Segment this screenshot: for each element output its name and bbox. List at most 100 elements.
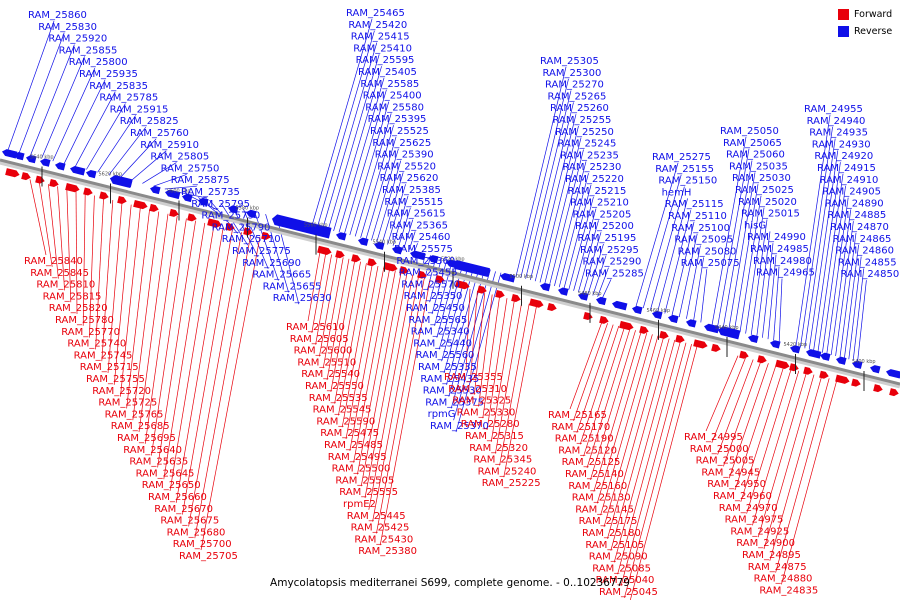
gene-label[interactable]: RAM_25755 [86, 374, 145, 385]
reverse-gene[interactable] [391, 245, 403, 255]
gene-label[interactable]: RAM_25440 [413, 338, 472, 349]
gene-label[interactable]: RAM_24875 [748, 562, 807, 573]
reverse-gene[interactable] [197, 197, 209, 207]
reverse-gene[interactable] [409, 250, 426, 261]
gene-label[interactable]: RAM_24835 [759, 585, 818, 596]
gene-label[interactable]: RAM_25105 [585, 540, 644, 551]
forward-gene[interactable] [207, 218, 222, 228]
reverse-gene[interactable] [335, 231, 347, 241]
gene-label[interactable]: RAM_25455 [399, 268, 458, 279]
gene-label[interactable]: RAM_24890 [825, 198, 884, 209]
reverse-gene[interactable] [885, 368, 900, 379]
gene-label[interactable]: RAM_25720 [92, 386, 151, 397]
reverse-gene[interactable] [539, 282, 551, 292]
gene-label[interactable]: RAM_25365 [389, 220, 448, 231]
gene-label[interactable]: RAM_25510 [297, 357, 356, 368]
gene-label[interactable]: RAM_25205 [573, 209, 632, 220]
gene-label[interactable]: RAM_24950 [707, 479, 766, 490]
gene-label[interactable]: RAM_25560 [416, 350, 475, 361]
gene-label[interactable]: RAM_25855 [59, 45, 118, 56]
gene-label[interactable]: RAM_25130 [572, 493, 631, 504]
gene-label[interactable]: RAM_25100 [671, 223, 730, 234]
gene-label[interactable]: RAM_25745 [74, 350, 133, 361]
gene-label[interactable]: RAM_25335 [418, 362, 477, 373]
reverse-gene[interactable] [357, 237, 369, 246]
gene-label[interactable]: RAM_25500 [332, 464, 391, 475]
gene-label[interactable]: RAM_25275 [652, 152, 711, 163]
gene-label[interactable]: RAM_25845 [30, 268, 89, 279]
gene-label[interactable]: RAM_24915 [817, 163, 876, 174]
gene-label[interactable]: RAM_25345 [473, 455, 532, 466]
reverse-gene[interactable] [227, 204, 239, 214]
gene-label[interactable]: RAM_25355 [444, 372, 503, 383]
gene-label[interactable]: RAM_25125 [562, 457, 621, 468]
gene-label[interactable]: rpmE2 [343, 499, 376, 510]
gene-label[interactable]: RAM_25065 [723, 138, 782, 149]
gene-label[interactable]: RAM_25615 [387, 209, 446, 220]
gene-label[interactable]: RAM_25430 [354, 534, 413, 545]
forward-gene[interactable] [351, 254, 361, 263]
gene-label[interactable]: RAM_25715 [80, 362, 139, 373]
gene-label[interactable]: RAM_25910 [140, 140, 199, 151]
gene-label[interactable]: RAM_25445 [347, 511, 406, 522]
reverse-gene-large[interactable] [271, 213, 332, 239]
forward-gene[interactable] [659, 330, 669, 340]
forward-gene[interactable] [225, 222, 235, 232]
gene-label[interactable]: RAM_25670 [154, 504, 213, 515]
gene-label[interactable]: RAM_25675 [160, 516, 219, 527]
forward-gene[interactable] [169, 208, 179, 218]
reverse-gene[interactable] [685, 318, 697, 328]
gene-label[interactable]: RAM_25730 [201, 211, 260, 222]
forward-gene[interactable] [851, 378, 861, 388]
reverse-gene[interactable] [164, 189, 181, 200]
gene-label[interactable]: RAM_25685 [111, 421, 170, 432]
gene-label[interactable]: RAM_25385 [382, 185, 441, 196]
forward-gene[interactable] [117, 195, 127, 205]
forward-gene[interactable] [49, 179, 59, 188]
reverse-gene[interactable] [703, 323, 720, 334]
gene-label[interactable]: RAM_25060 [726, 150, 785, 161]
gene-label[interactable]: RAM_25300 [543, 68, 602, 79]
gene-label[interactable]: RAM_24920 [814, 151, 873, 162]
forward-gene[interactable] [599, 315, 609, 325]
reverse-gene[interactable] [651, 310, 663, 320]
gene-label[interactable]: RAM_25055 [602, 599, 661, 600]
gene-label[interactable]: RAM_25220 [565, 174, 624, 185]
forward-gene[interactable] [5, 168, 20, 178]
gene-label[interactable]: RAM_24965 [756, 268, 815, 279]
gene-label[interactable]: RAM_24865 [833, 234, 892, 245]
gene-label[interactable]: RAM_25610 [286, 322, 345, 333]
forward-gene[interactable] [757, 355, 767, 364]
gene-label[interactable]: RAM_25625 [372, 138, 431, 149]
gene-label[interactable]: RAM_25515 [384, 197, 443, 208]
gene-label[interactable]: RAM_25740 [67, 339, 126, 350]
gene-label[interactable]: RAM_25170 [551, 422, 610, 433]
gene-label[interactable]: RAM_25660 [148, 492, 207, 503]
forward-gene[interactable] [455, 280, 470, 290]
gene-label[interactable]: RAM_25725 [98, 398, 157, 409]
gene-label[interactable]: RAM_25080 [678, 246, 737, 257]
gene-label[interactable]: RAM_25415 [351, 32, 410, 43]
forward-gene[interactable] [35, 175, 45, 185]
gene-label[interactable]: RAM_25120 [558, 445, 617, 456]
gene-label[interactable]: RAM_25095 [674, 235, 733, 246]
gene-label[interactable]: RAM_25495 [328, 452, 387, 463]
gene-label[interactable]: RAM_25800 [69, 57, 128, 68]
reverse-gene[interactable] [181, 193, 193, 203]
reverse-gene[interactable] [85, 169, 97, 179]
forward-gene[interactable] [889, 388, 899, 397]
gene-label[interactable]: RAM_25860 [28, 10, 87, 21]
gene-label[interactable]: RAM_25340 [411, 327, 470, 338]
gene-label[interactable]: RAM_25935 [79, 69, 138, 80]
gene-label[interactable]: RAM_24895 [742, 550, 801, 561]
gene-label[interactable]: RAM_25180 [582, 528, 641, 539]
gene-label[interactable]: RAM_25085 [592, 563, 651, 574]
gene-label[interactable]: RAM_25370 [430, 421, 489, 432]
reverse-gene[interactable] [595, 296, 607, 306]
legend-forward[interactable]: Forward [838, 6, 900, 23]
forward-gene[interactable] [789, 363, 799, 372]
reverse-gene[interactable] [427, 254, 439, 264]
gene-label[interactable]: RAM_25535 [309, 393, 368, 404]
forward-gene[interactable] [619, 320, 634, 331]
forward-gene[interactable] [803, 366, 813, 376]
